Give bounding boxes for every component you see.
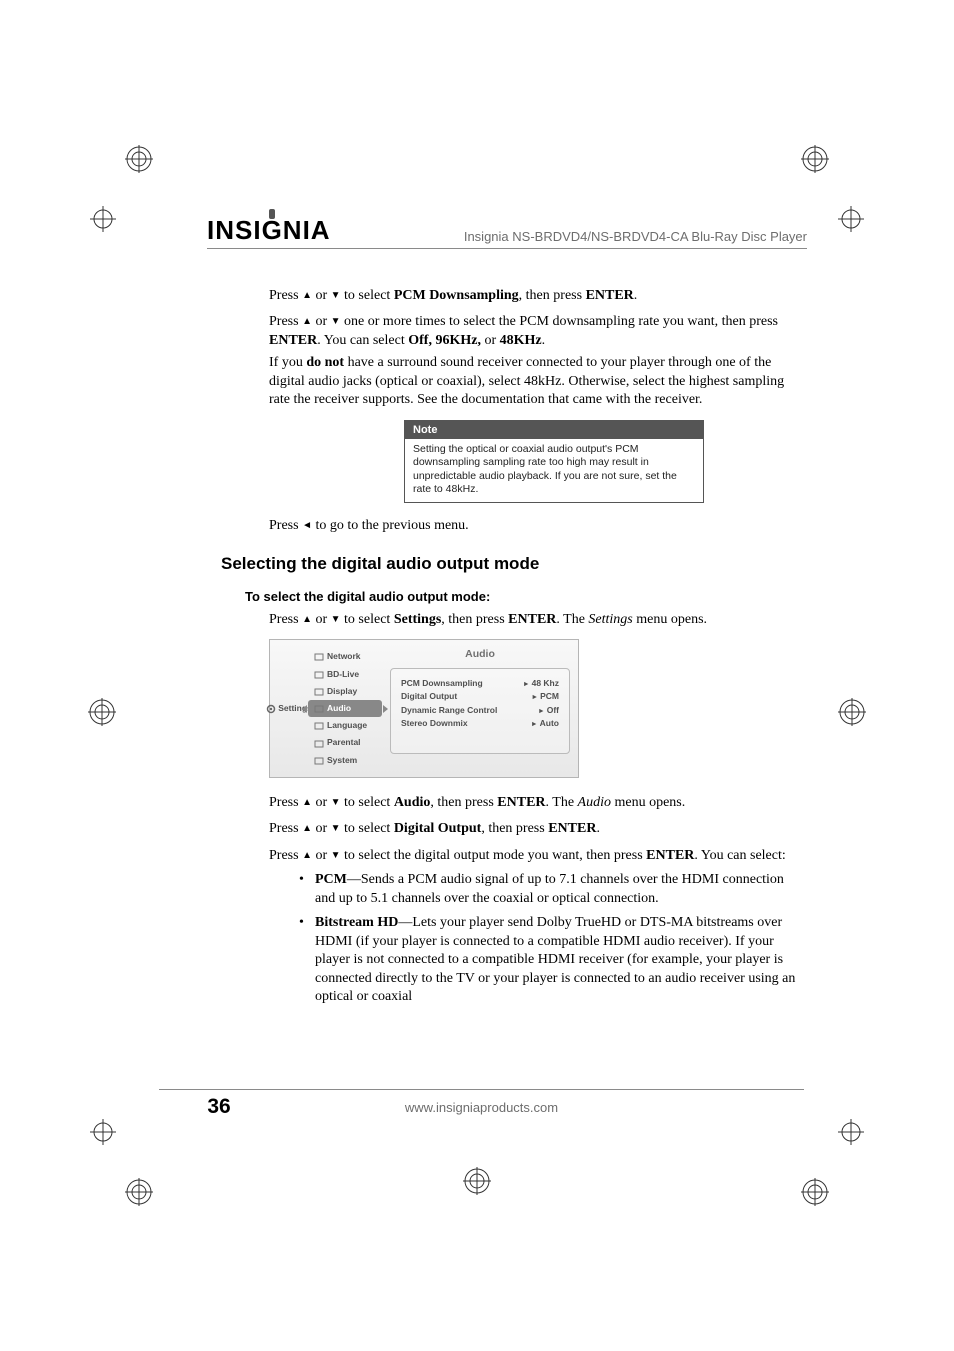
left-arrow-icon: ◄ [302, 520, 312, 531]
registration-mark-icon [463, 1167, 491, 1195]
ss-row-value: PCM [531, 691, 559, 702]
registration-mark-icon [838, 698, 866, 726]
crop-mark-icon [90, 206, 116, 232]
menu-item-icon [314, 704, 324, 713]
menu-item-icon [314, 756, 324, 765]
registration-mark-icon [88, 698, 116, 726]
step-select-audio: Press ▲ or ▼ to select Audio, then press… [269, 794, 807, 812]
ss-panel-row: Stereo Downmix Auto [401, 717, 559, 730]
crop-mark-icon [838, 1119, 864, 1145]
ss-menu-column: Network BD-Live Display Audio Language Parent… [308, 640, 382, 777]
ss-menu-label: System [327, 755, 357, 766]
ss-menu-item: BD-Live [308, 666, 382, 683]
ss-menu-item: Display [308, 683, 382, 700]
registration-mark-icon [801, 1178, 829, 1206]
up-arrow-icon: ▲ [302, 823, 312, 834]
ss-row-value: Auto [531, 718, 559, 729]
step-select-digital-output: Press ▲ or ▼ to select Digital Output, t… [269, 820, 807, 838]
ss-row-key: Dynamic Range Control [401, 705, 497, 716]
registration-mark-icon [125, 1178, 153, 1206]
page-header: INSIGNIA Insignia NS-BRDVD4/NS-BRDVD4-CA… [207, 215, 807, 249]
registration-mark-icon [801, 145, 829, 173]
list-item: Bitstream HD—Lets your player send Dolby… [299, 914, 807, 1006]
menu-item-icon [314, 652, 324, 661]
menu-item-icon [314, 739, 324, 748]
up-arrow-icon: ▲ [302, 850, 312, 861]
ss-panel-row: Dynamic Range Control Off [401, 704, 559, 717]
ss-panel-row: Digital Output PCM [401, 690, 559, 703]
ss-menu-label: BD-Live [327, 669, 359, 680]
ss-menu-item: Audio [308, 700, 382, 717]
ss-menu-label: Parental [327, 737, 361, 748]
up-arrow-icon: ▲ [302, 614, 312, 625]
gear-icon [266, 704, 276, 713]
ss-panel: PCM Downsampling48 KhzDigital OutputPCMD… [390, 668, 570, 754]
step-open-settings: Press ▲ or ▼ to select Settings, then pr… [269, 611, 807, 629]
menu-item-icon [314, 687, 324, 696]
brand-text: INSIGNIA [207, 215, 331, 245]
ss-panel-title: Audio [390, 646, 570, 668]
up-arrow-icon: ▲ [302, 797, 312, 808]
crop-mark-icon [90, 1119, 116, 1145]
ss-menu-item: Language [308, 717, 382, 734]
note-heading: Note [405, 421, 703, 440]
ss-panel-row: PCM Downsampling 48 Khz [401, 677, 559, 690]
ss-menu-label: Network [327, 651, 361, 662]
menu-item-icon [314, 670, 324, 679]
step-select-mode: Press ▲ or ▼ to select the digital outpu… [269, 847, 807, 865]
menu-item-icon [314, 721, 324, 730]
down-arrow-icon: ▼ [331, 850, 341, 861]
ss-menu-label: Display [327, 686, 357, 697]
ss-menu-item: System [308, 752, 382, 769]
page-footer: 36 www.insigniaproducts.com [159, 1089, 804, 1119]
ss-menu-label: Audio [327, 703, 351, 714]
ss-menu-item: Network [308, 648, 382, 665]
ss-row-key: PCM Downsampling [401, 678, 483, 689]
registration-mark-icon [125, 145, 153, 173]
up-arrow-icon: ▲ [302, 316, 312, 327]
step-previous-menu: Press ◄ to go to the previous menu. [269, 517, 807, 535]
warning-paragraph: If you do not have a surround sound rece… [269, 354, 807, 409]
ss-row-key: Digital Output [401, 691, 457, 702]
brand-logo: INSIGNIA [207, 215, 331, 246]
page-number: 36 [159, 1095, 279, 1119]
down-arrow-icon: ▼ [331, 614, 341, 625]
crop-mark-icon [838, 206, 864, 232]
down-arrow-icon: ▼ [331, 316, 341, 327]
output-mode-list: PCM—Sends a PCM audio signal of up to 7.… [299, 871, 807, 1006]
down-arrow-icon: ▼ [331, 797, 341, 808]
ss-panel-column: Audio PCM Downsampling48 KhzDigital Outp… [382, 640, 578, 777]
ss-row-value: Off [538, 705, 559, 716]
note-body: Setting the optical or coaxial audio out… [405, 439, 703, 502]
ss-menu-item: Parental [308, 734, 382, 751]
note-box: Note Setting the optical or coaxial audi… [404, 420, 704, 503]
list-item: PCM—Sends a PCM audio signal of up to 7.… [299, 871, 807, 908]
ss-row-value: 48 Khz [523, 678, 559, 689]
ss-menu-label: Language [327, 720, 367, 731]
ss-row-key: Stereo Downmix [401, 718, 468, 729]
footer-url: www.insigniaproducts.com [279, 1100, 804, 1115]
sub-heading: To select the digital audio output mode: [245, 588, 807, 605]
down-arrow-icon: ▼ [331, 823, 341, 834]
page-content: Press ▲ or ▼ to select PCM Downsampling,… [207, 287, 807, 1007]
settings-screenshot: Settings NetworkBD-LiveDisplayAudioLangu… [269, 639, 579, 778]
header-product-title: Insignia NS-BRDVD4/NS-BRDVD4-CA Blu-Ray … [331, 229, 807, 246]
step-pcm-downsampling: Press ▲ or ▼ to select PCM Downsampling,… [269, 287, 807, 305]
section-heading: Selecting the digital audio output mode [221, 553, 807, 575]
page-body: INSIGNIA Insignia NS-BRDVD4/NS-BRDVD4-CA… [207, 215, 807, 1119]
down-arrow-icon: ▼ [331, 290, 341, 301]
step-select-rate: Press ▲ or ▼ one or more times to select… [269, 313, 807, 350]
up-arrow-icon: ▲ [302, 290, 312, 301]
